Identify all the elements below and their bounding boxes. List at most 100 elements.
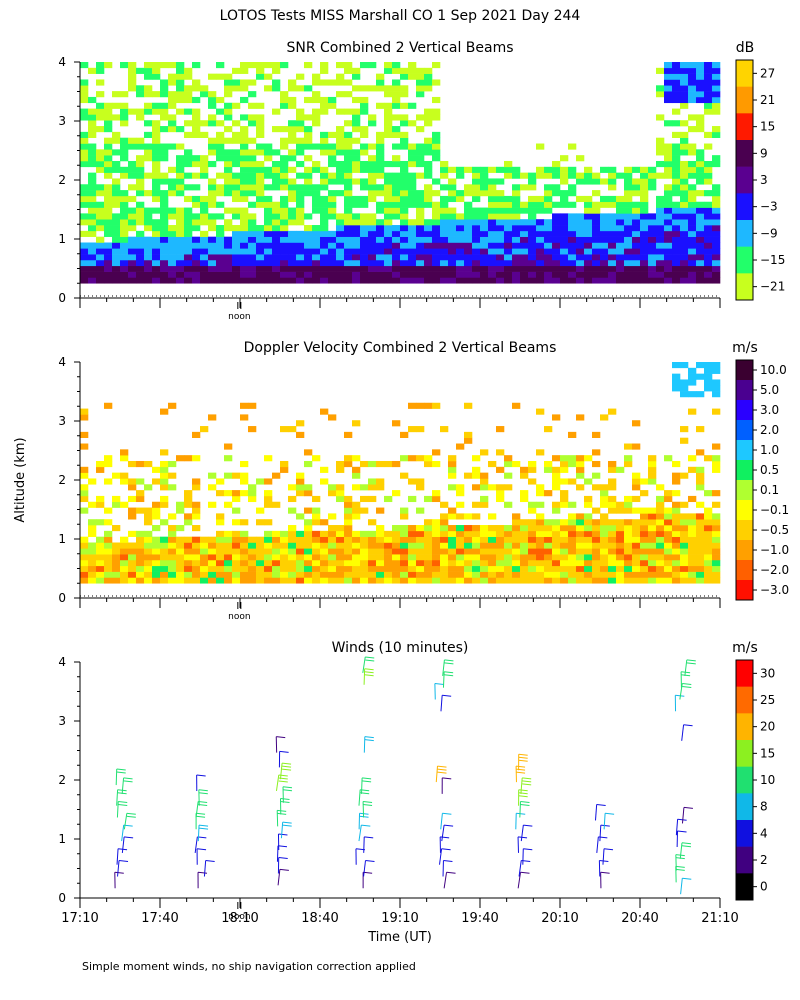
snr-cell xyxy=(512,166,521,173)
snr-cell xyxy=(584,172,593,179)
doppler-cell xyxy=(560,559,569,567)
doppler-cell xyxy=(328,513,337,520)
doppler-cell xyxy=(120,449,129,456)
doppler-cell xyxy=(168,536,177,543)
snr-cell xyxy=(248,166,257,173)
snr-cell xyxy=(120,120,129,127)
snr-cell xyxy=(232,149,241,156)
doppler-cell xyxy=(144,519,153,526)
doppler-cell xyxy=(320,571,329,578)
snr-cell xyxy=(144,91,153,98)
doppler-cell xyxy=(600,490,609,497)
snr-cell xyxy=(80,91,89,98)
doppler-cell xyxy=(416,536,425,543)
snr-cell xyxy=(552,219,561,226)
doppler-cell xyxy=(696,571,705,578)
doppler-cell xyxy=(328,484,337,491)
footnote: Simple moment winds, no ship navigation … xyxy=(82,960,416,973)
wind-barb-flag xyxy=(280,801,290,804)
doppler-cell xyxy=(392,530,401,537)
doppler-cell xyxy=(440,548,449,555)
snr-cell xyxy=(416,143,425,150)
snr-cell xyxy=(472,248,481,255)
colorbar-swatch xyxy=(736,713,753,741)
snr-cell xyxy=(488,271,497,278)
doppler-cell xyxy=(176,525,185,532)
snr-cell xyxy=(632,184,641,191)
doppler-cell xyxy=(384,530,393,537)
snr-cell xyxy=(440,225,449,232)
doppler-cell xyxy=(240,472,249,479)
snr-cell xyxy=(480,248,489,255)
snr-cell xyxy=(664,207,673,214)
snr-cell xyxy=(304,242,313,249)
doppler-cell xyxy=(192,565,201,572)
doppler-cell xyxy=(216,490,225,497)
doppler-cell xyxy=(584,530,593,537)
snr-cell xyxy=(328,149,337,156)
doppler-cell xyxy=(304,559,313,567)
doppler-cell xyxy=(424,460,433,468)
snr-cell xyxy=(488,195,497,203)
doppler-cell xyxy=(152,565,161,572)
doppler-cell xyxy=(168,472,177,479)
snr-cell xyxy=(272,178,281,185)
snr-cell xyxy=(504,242,513,249)
snr-cell xyxy=(664,96,673,104)
doppler-cell xyxy=(88,478,97,485)
snr-cell xyxy=(360,242,369,249)
snr-cell xyxy=(704,265,713,272)
snr-cell xyxy=(328,201,337,208)
snr-cell xyxy=(200,230,209,237)
doppler-cell xyxy=(232,490,241,497)
snr-cell xyxy=(680,225,689,232)
snr-cell xyxy=(640,236,649,243)
doppler-cell xyxy=(176,542,185,549)
doppler-cell xyxy=(248,542,257,549)
snr-cell xyxy=(592,259,601,267)
wind-barb-flag xyxy=(444,674,454,677)
snr-cell xyxy=(96,259,105,267)
snr-cell xyxy=(432,155,441,162)
doppler-cell xyxy=(488,565,497,572)
snr-cell xyxy=(368,259,377,267)
doppler-cell xyxy=(248,571,257,578)
snr-cell xyxy=(384,184,393,191)
colorbar-swatch xyxy=(736,740,753,767)
doppler-cell xyxy=(160,460,169,468)
doppler-cell xyxy=(688,391,697,398)
snr-cell xyxy=(624,166,633,173)
snr-cell xyxy=(656,67,665,74)
doppler-cell xyxy=(144,507,153,514)
snr-cell xyxy=(144,248,153,255)
snr-cell xyxy=(120,213,129,220)
x-tick-label: 20:10 xyxy=(541,911,578,926)
snr-cell xyxy=(528,236,537,243)
snr-cell xyxy=(640,172,649,179)
doppler-cell xyxy=(512,554,521,561)
doppler-cell xyxy=(200,542,209,549)
snr-cell xyxy=(168,259,177,267)
wind-barb-flag xyxy=(605,812,615,815)
snr-cell xyxy=(208,236,217,243)
doppler-cell xyxy=(600,536,609,543)
doppler-cell xyxy=(80,565,89,572)
doppler-cell xyxy=(528,460,537,468)
doppler-cell xyxy=(328,554,337,561)
snr-cell xyxy=(552,254,561,261)
snr-cell xyxy=(304,230,313,237)
doppler-cell xyxy=(152,559,161,567)
snr-cell xyxy=(400,131,409,138)
doppler-cell xyxy=(192,554,201,561)
doppler-cell xyxy=(192,548,201,555)
doppler-cell xyxy=(528,507,537,514)
doppler-cell xyxy=(240,548,249,555)
doppler-cell xyxy=(160,559,169,567)
snr-cell xyxy=(664,230,673,237)
doppler-cell xyxy=(528,565,537,572)
doppler-cell xyxy=(272,554,281,561)
snr-cell xyxy=(624,242,633,249)
doppler-cell xyxy=(288,559,297,567)
snr-cell xyxy=(568,143,577,150)
doppler-cell xyxy=(376,571,385,578)
